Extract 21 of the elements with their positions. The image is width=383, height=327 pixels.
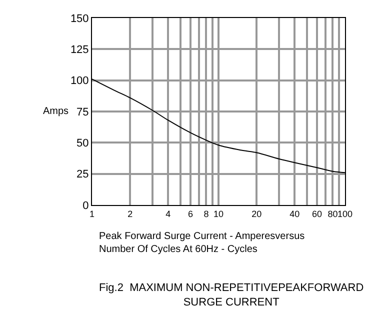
x-tick-label: 10 (213, 208, 224, 219)
x-tick-label: 2 (128, 208, 133, 219)
x-tick-label: 40 (290, 208, 300, 219)
x-tick-label: 100 (337, 208, 353, 219)
x-tick-label: 20 (252, 208, 262, 219)
text: Fig.2 MAXIMUM NON-REPETITIVEPEAKFORWARD SURGE CURRENT (99, 282, 364, 308)
y-tick-label: 25 (76, 168, 89, 181)
x-tick-label: 1 (89, 208, 95, 219)
x-axis-title: Peak Forward Surge Current - Amperesversus Number Of Cycles At 60Hz - Cycles (99, 231, 305, 255)
y-tick-label: 75 (76, 106, 89, 118)
x-tick-label: 8 (204, 208, 209, 219)
y-tick-label: 100 (70, 75, 89, 88)
y-tick-label: 0 (82, 200, 89, 212)
x-tick-label: 80 (328, 208, 338, 219)
y-tick-label: 125 (70, 44, 89, 56)
x-tick-label: 4 (166, 208, 171, 219)
y-tick-label: 50 (76, 138, 89, 150)
x-tick-label: 60 (312, 208, 322, 219)
y-axis-title: Amps (43, 106, 69, 117)
y-tick-label: 150 (70, 12, 89, 25)
x-tick-label: 6 (188, 208, 193, 219)
